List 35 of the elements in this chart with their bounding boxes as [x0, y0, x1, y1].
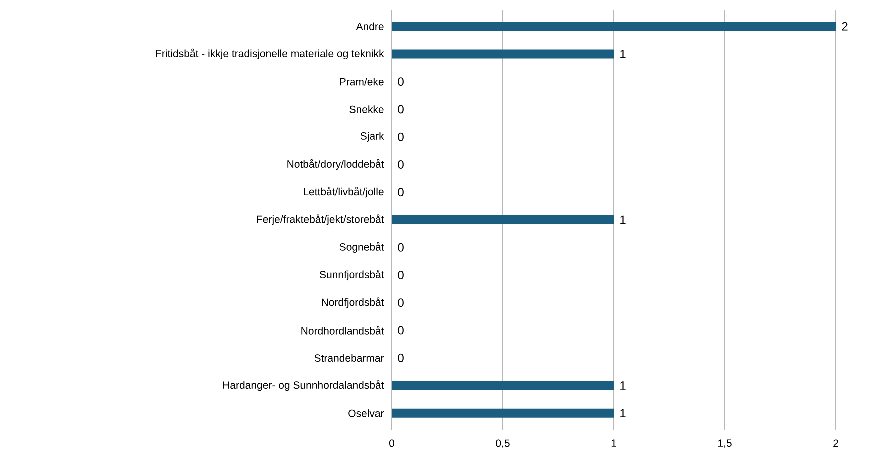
y-tick-label: Oselvar — [348, 410, 384, 418]
data-label: 0 — [398, 243, 404, 252]
data-label: 0 — [398, 298, 404, 308]
data-label: 1 — [620, 50, 626, 58]
data-label: 0 — [398, 326, 404, 335]
y-tick-label: Andre — [356, 22, 384, 30]
x-tick-label: 1 — [612, 440, 616, 447]
data-label: 0 — [398, 354, 404, 362]
y-tick-label: Strandebarmar — [314, 354, 384, 362]
y-tick-label: Notbåt/dory/loddebåt — [288, 159, 384, 170]
y-tick-label: Ferje/fraktebåt/jekt/storebåt — [257, 214, 384, 226]
y-tick-label: Sjark — [360, 132, 384, 142]
y-tick-label: Lettbåt/livbåt/jolle — [304, 187, 384, 198]
data-label: 1 — [620, 382, 626, 390]
data-label: 0 — [398, 105, 404, 114]
y-tick-label: Snekke — [350, 106, 384, 114]
x-tick-label: 0,5 — [496, 440, 510, 448]
y-tick-label: Sunnfjordsbåt — [320, 270, 384, 281]
data-label: 0 — [398, 188, 404, 197]
data-label: 0 — [398, 271, 404, 280]
data-label: 0 — [398, 78, 404, 86]
y-tick-label: Fritidsbåt - ikkje tradisjonelle materiale og teknikk — [156, 48, 384, 60]
y-tick-label: Pram/eke — [340, 78, 384, 86]
data-label: 0 — [398, 132, 404, 142]
y-tick-label: Hardanger- og Sunnhordalandsbåt — [223, 380, 384, 392]
y-tick-label: Nordhordlandsbåt — [302, 326, 384, 335]
data-label: 1 — [620, 216, 626, 224]
x-tick-label: 1,5 — [718, 440, 732, 448]
data-label: 1 — [620, 409, 626, 418]
data-label: 0 — [398, 160, 404, 169]
data-label: 2 — [842, 22, 848, 31]
x-tick-label: 0 — [389, 440, 395, 448]
x-tick-label: 2 — [834, 440, 838, 448]
y-tick-label: Nordfjordsbåt — [322, 298, 384, 308]
y-tick-label: Sognebåt — [340, 242, 384, 253]
